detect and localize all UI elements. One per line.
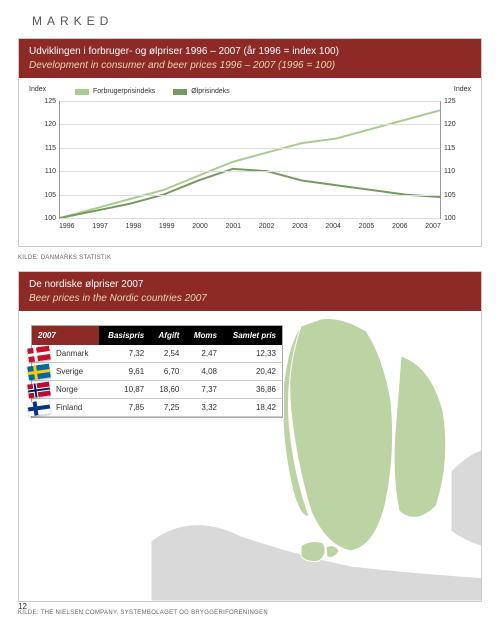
title-en-2: Beer prices in the Nordic countries 2007 — [29, 292, 471, 306]
chart1-source: KILDE: DANMARKS STATISTIK — [18, 255, 500, 261]
country-cell: Sverige — [32, 363, 99, 381]
xlabel: 2001 — [225, 223, 241, 230]
series-forbruger — [60, 110, 440, 218]
country-cell: Finland — [32, 399, 99, 417]
section-nordic-prices: De nordiske ølpriser 2007 Beer prices in… — [18, 271, 482, 602]
chart1-body: Index Index Forbrugerprisindeks Ølprisin… — [19, 78, 481, 246]
value-cell: 4,08 — [185, 363, 223, 381]
th-samlet: Samlet pris — [223, 326, 282, 345]
legend-label-consumer: Forbrugerprisindeks — [93, 88, 155, 95]
xlabel: 2005 — [359, 223, 375, 230]
value-cell: 7,25 — [150, 399, 185, 417]
series-ol — [60, 169, 440, 218]
section-header-1: Udviklingen i forbruger- og ølpriser 199… — [19, 39, 481, 78]
value-cell: 7,85 — [99, 399, 150, 417]
chart1-xlabels: 1996 1997 1998 1999 2000 2001 2002 2003 2004 2005… — [59, 223, 441, 230]
xlabel: 2000 — [192, 223, 208, 230]
chart2-source: KILDE: THE NIELSEN COMPANY, SYSTEMBOLAGE… — [18, 610, 500, 616]
flag-icon-no — [27, 382, 51, 399]
value-cell: 9,61 — [99, 363, 150, 381]
map-region — [394, 356, 446, 517]
table-row: Danmark7,322,542,4712,33 — [32, 345, 282, 363]
gridline: 115115 — [60, 148, 440, 149]
chart1-plot-area: 100100 105105 110110 115115 120120 125125 — [59, 101, 441, 219]
map-region — [151, 525, 481, 601]
value-cell: 6,70 — [150, 363, 185, 381]
country-cell: Norge — [32, 381, 99, 399]
value-cell: 2,47 — [185, 345, 223, 363]
axis-title-right: Index — [454, 86, 471, 93]
map-body: 2007 Basispris Afgift Moms Samlet pris D… — [19, 311, 481, 601]
xlabel: 1997 — [92, 223, 108, 230]
gridline: 110110 — [60, 171, 440, 172]
table-row: Sverige9,616,704,0820,42 — [32, 363, 282, 381]
xlabel: 1996 — [59, 223, 75, 230]
legend-label-beer: Ølprisindeks — [191, 88, 230, 95]
price-table: 2007 Basispris Afgift Moms Samlet pris D… — [31, 325, 283, 418]
chart1-legend: Forbrugerprisindeks Ølprisindeks — [75, 88, 471, 95]
page-number: 12 — [18, 602, 27, 611]
value-cell: 18,60 — [150, 381, 185, 399]
table-row: Finland7,857,253,3218,42 — [32, 399, 282, 417]
xlabel: 2006 — [392, 223, 408, 230]
value-cell: 3,32 — [185, 399, 223, 417]
value-cell: 18,42 — [223, 399, 282, 417]
title-en-1: Development in consumer and beer prices … — [29, 59, 471, 73]
xlabel: 2004 — [325, 223, 341, 230]
map-region — [451, 449, 481, 552]
value-cell: 36,86 — [223, 381, 282, 399]
xlabel: 2003 — [292, 223, 308, 230]
page-header: MARKED — [0, 0, 500, 38]
flag-icon-fi — [27, 400, 51, 417]
th-moms: Moms — [185, 326, 223, 345]
value-cell: 7,37 — [185, 381, 223, 399]
gridline: 100100 — [60, 218, 440, 219]
xlabel: 1999 — [159, 223, 175, 230]
legend-swatch-consumer — [75, 89, 89, 95]
gridline: 105105 — [60, 195, 440, 196]
table-year: 2007 — [32, 326, 99, 345]
value-cell: 10,87 — [99, 381, 150, 399]
flag-icon-se — [27, 364, 51, 381]
xlabel: 2002 — [259, 223, 275, 230]
map-region — [326, 546, 339, 558]
section-header-2: De nordiske ølpriser 2007 Beer prices in… — [19, 272, 481, 311]
axis-title-left: Index — [29, 86, 46, 93]
table-row: Norge10,8718,607,3736,86 — [32, 381, 282, 399]
legend-item-consumer: Forbrugerprisindeks — [75, 88, 155, 95]
title-da-2: De nordiske ølpriser 2007 — [29, 278, 471, 292]
map-region — [301, 542, 325, 562]
xlabel: 2007 — [425, 223, 441, 230]
value-cell: 7,32 — [99, 345, 150, 363]
value-cell: 12,33 — [223, 345, 282, 363]
gridline: 125125 — [60, 101, 440, 102]
legend-swatch-beer — [173, 89, 187, 95]
gridline: 120120 — [60, 124, 440, 125]
legend-item-beer: Ølprisindeks — [173, 88, 230, 95]
th-afgift: Afgift — [150, 326, 185, 345]
xlabel: 1998 — [126, 223, 142, 230]
section-price-development: Udviklingen i forbruger- og ølpriser 199… — [18, 38, 482, 247]
value-cell: 2,54 — [150, 345, 185, 363]
title-da-1: Udviklingen i forbruger- og ølpriser 199… — [29, 45, 471, 59]
chart1-svg — [60, 101, 440, 218]
flag-icon-dk — [27, 346, 51, 363]
value-cell: 20,42 — [223, 363, 282, 381]
th-basis: Basispris — [99, 326, 150, 345]
country-cell: Danmark — [32, 345, 99, 363]
